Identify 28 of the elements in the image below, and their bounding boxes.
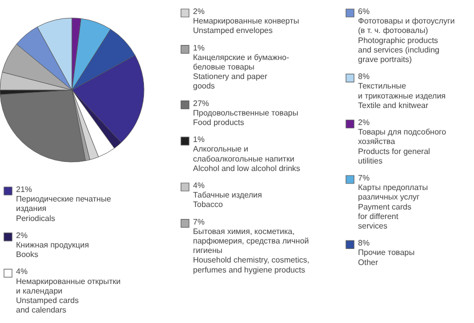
legend-label: Алкогольные и слабоалкогольные напитки Alcohol and low alcohol drinks [193,144,300,173]
data-label: 4% [193,181,205,190]
legend-label: Немаркированные конверты Unstamped envelopes [193,16,300,36]
data-label: 8% [358,72,370,82]
data-label: 27% [193,98,210,108]
legend-label: Табачные изделия Tobacco [193,190,262,210]
data-label: 1% [193,43,205,52]
data-label: 2% [16,230,28,240]
legend-label: Продовольственные товары Food products [193,108,298,127]
legend-label: Периодические печатные издания Periodicals [16,194,112,223]
legend-label: Немаркированные открытки и календари Unstamped cards and calendars [16,276,121,315]
legend-label: Карты предоплаты различных услуг Payment cards for different services [358,183,428,230]
data-label: 4% [16,267,28,276]
data-label: 1% [193,135,205,144]
legend-label: Товары для подсобного хозяйства Products for general utilities [358,128,447,166]
data-label: 21% [16,185,32,194]
data-label: 8% [358,238,370,248]
legend-label: Бытовая химия, косметика, парфюмерия, средства личной гигиены Household chemistry, cosmetics, perfumes and hygiene products [193,226,310,274]
legend-label: Прочие товары Other [358,248,415,267]
legend-label: Фототовары и фотоуслуги (в т. ч. фотоовалы) Photographic products and services (including grave portraits) [358,16,455,64]
data-label: 2% [358,118,370,127]
legend-label: Книжная продукция Books [16,240,89,260]
data-label: 6% [358,7,370,16]
data-label: 7% [358,174,370,182]
data-label: 7% [193,217,205,226]
legend-label: Канцелярские и бумажно- беловые товары Stationery and paper goods [193,52,290,91]
legend-label: Текстильные и трикотажные изделия Textile and knitwear [358,82,446,110]
data-label: 2% [193,7,205,16]
